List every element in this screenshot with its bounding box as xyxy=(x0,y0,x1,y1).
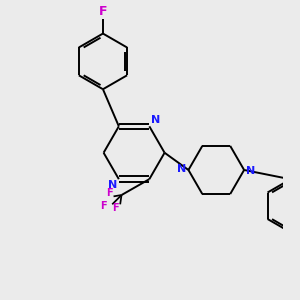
Text: F: F xyxy=(112,203,119,213)
Text: F: F xyxy=(106,188,113,198)
Text: F: F xyxy=(99,5,107,18)
Text: N: N xyxy=(151,115,160,125)
Text: F: F xyxy=(100,201,107,211)
Text: N: N xyxy=(108,181,118,190)
Text: N: N xyxy=(246,166,256,176)
Text: N: N xyxy=(177,164,186,174)
